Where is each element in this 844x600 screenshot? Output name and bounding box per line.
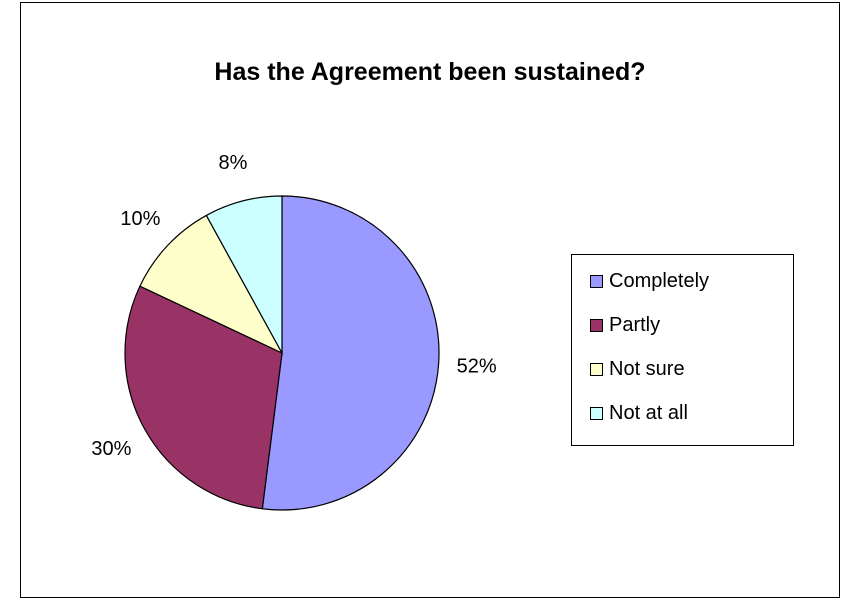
legend-item-not-at-all: Not at all <box>590 401 688 425</box>
legend-label: Not at all <box>609 401 688 424</box>
slice-not-sure <box>139 214 284 355</box>
legend-swatch <box>590 406 603 420</box>
slice-partly <box>124 285 283 510</box>
slice-completely <box>261 195 440 511</box>
chart-title: Has the Agreement been sustained? <box>214 58 646 86</box>
legend-label: Partly <box>609 313 661 336</box>
label-completely: 52% <box>457 355 497 377</box>
legend-item-not-sure: Not sure <box>590 357 685 381</box>
legend-item-partly: Partly <box>590 313 660 337</box>
legend-swatch <box>590 362 603 376</box>
legend-label: Not sure <box>609 357 685 380</box>
label-not-at-all: 8% <box>219 152 248 174</box>
slice-not-at-all <box>205 195 283 354</box>
legend: Completely Partly Not sure Not at all <box>571 254 794 446</box>
legend-swatch <box>590 318 603 332</box>
label-not-sure: 10% <box>120 208 160 230</box>
label-partly: 30% <box>91 438 131 460</box>
legend-item-completely: Completely <box>590 269 709 293</box>
legend-swatch <box>590 274 603 288</box>
legend-label: Completely <box>609 269 710 292</box>
